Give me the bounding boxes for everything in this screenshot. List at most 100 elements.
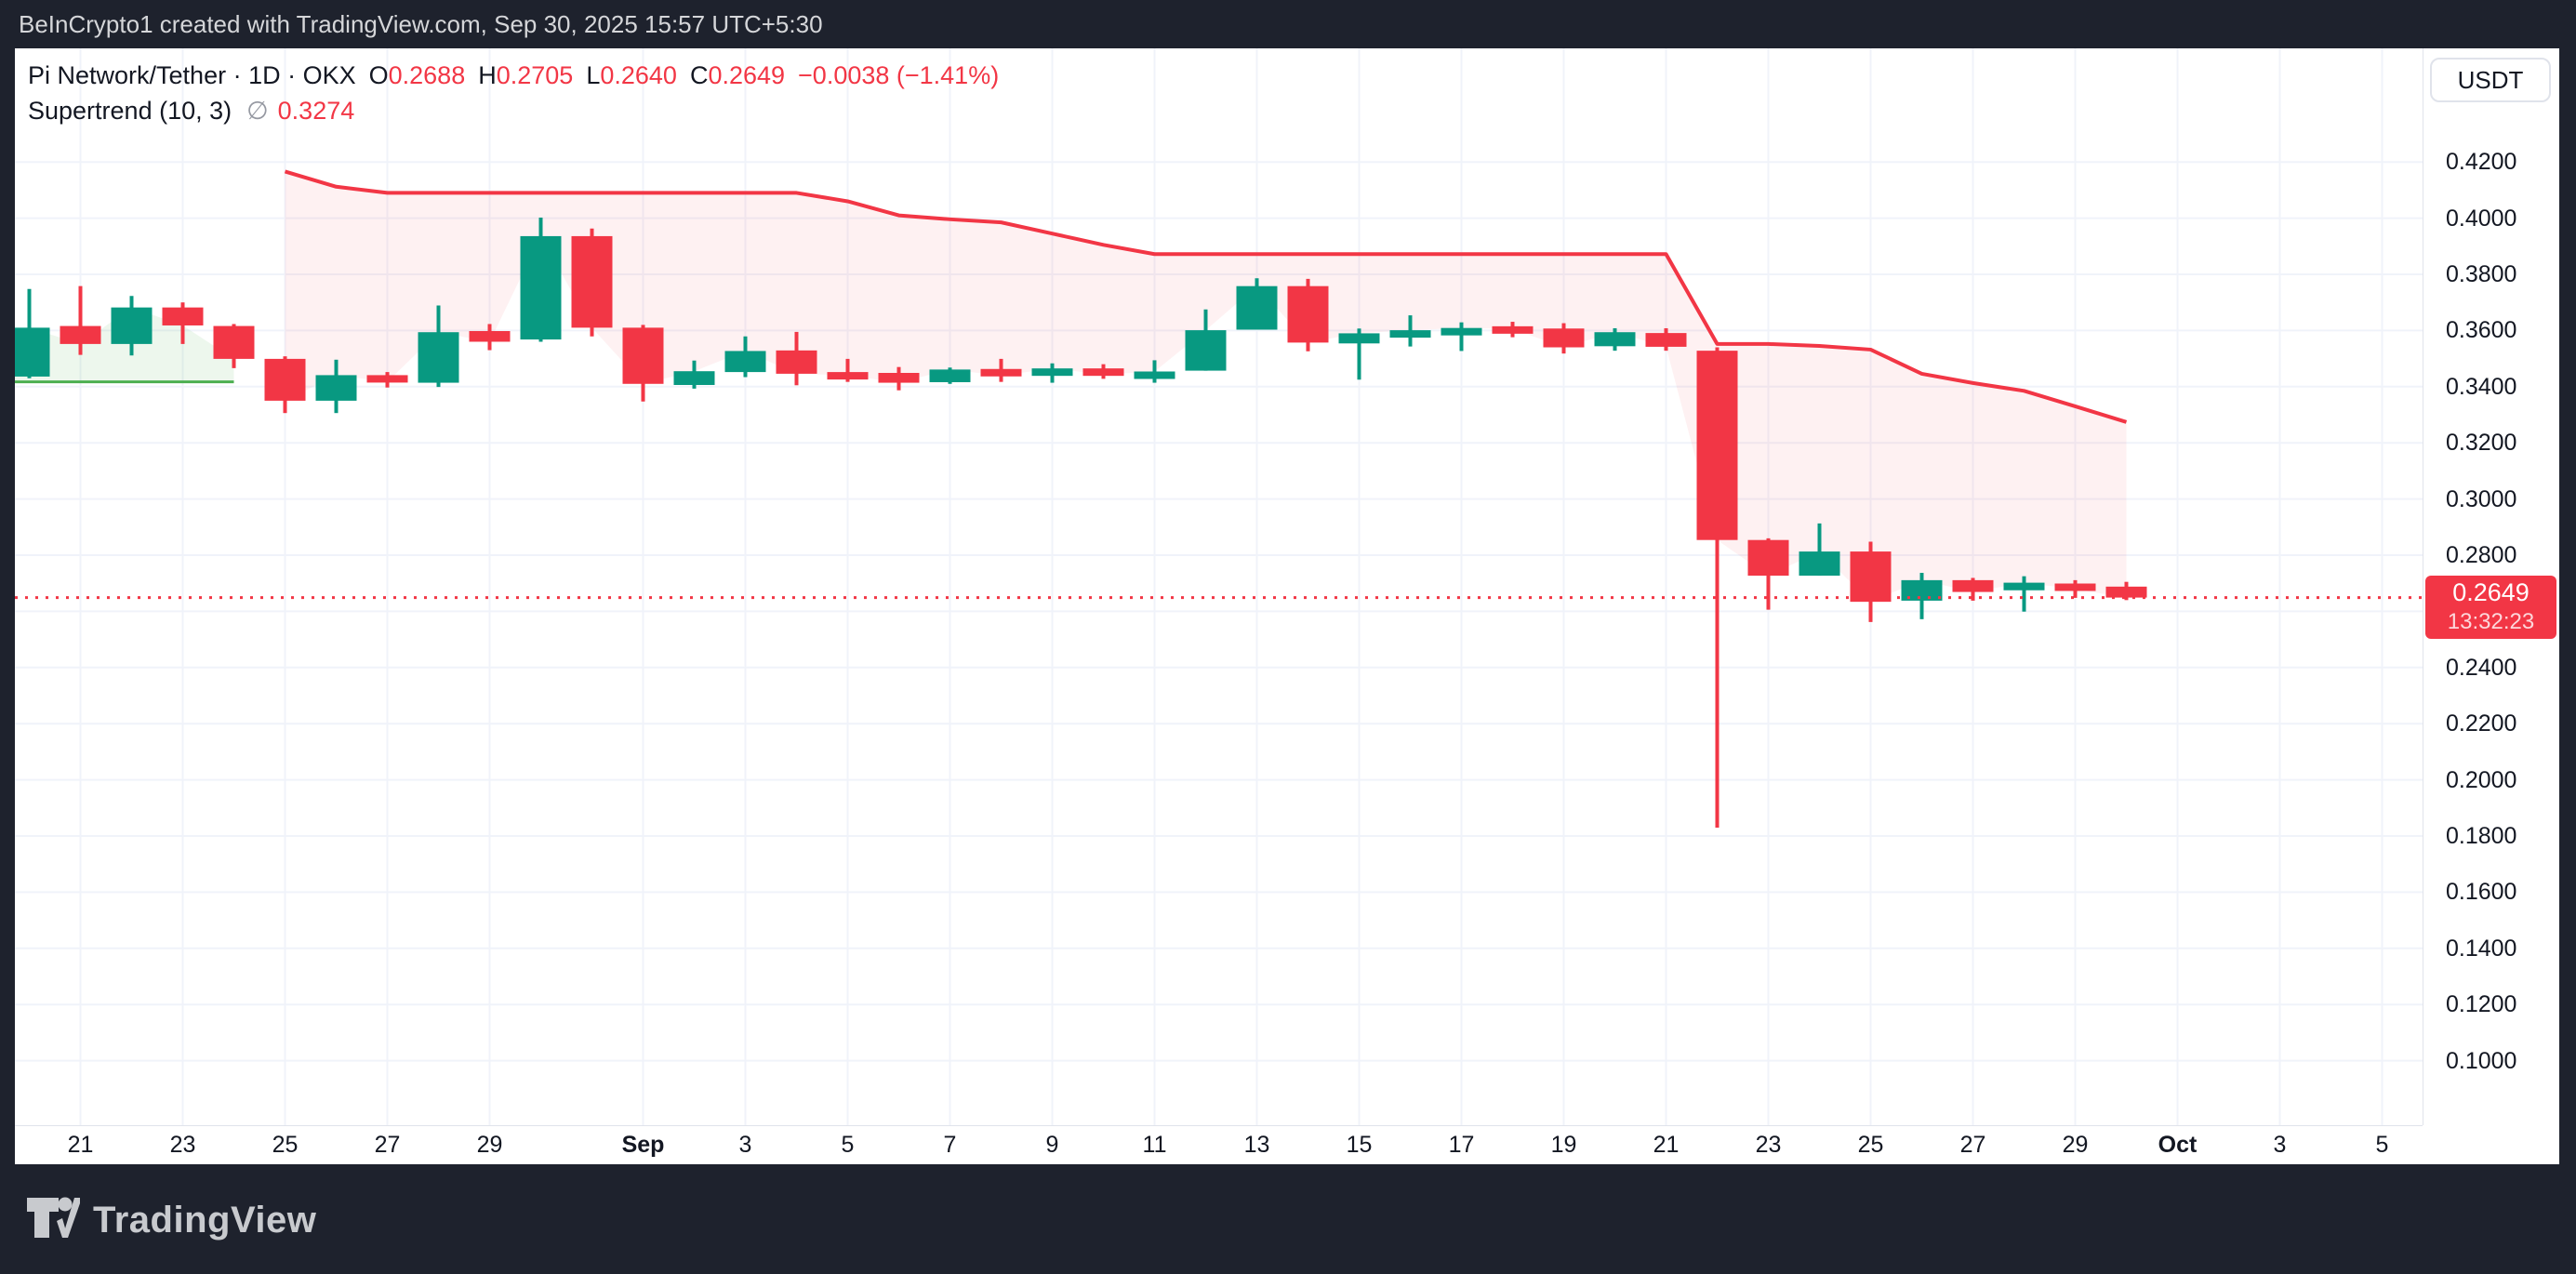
last-price-label: 0.2649 13:32:23 xyxy=(2425,575,2556,639)
candle-body xyxy=(1952,579,1994,592)
candle-body xyxy=(1594,332,1636,347)
price-axis-label: 0.2800 xyxy=(2446,542,2517,568)
candle-body xyxy=(1236,285,1278,330)
ohlc-pair: H0.2705 xyxy=(478,61,574,89)
candle-body xyxy=(1696,351,1738,540)
candle-body xyxy=(980,368,1022,377)
time-axis-label: 3 xyxy=(2273,1132,2287,1158)
candle-body xyxy=(2054,583,2096,591)
candle-body xyxy=(315,375,357,401)
candle-body xyxy=(571,235,613,328)
time-axis[interactable]: 21 23 25 27 29 Sep 3 5 7 9 11 13 15 17 19 21 23 25 27 29 Oct… xyxy=(15,1125,2423,1164)
ohlc-pair: L0.2640 xyxy=(586,61,677,89)
time-axis-label: 21 xyxy=(67,1132,94,1158)
candle-body xyxy=(111,307,153,344)
time-axis-label: 11 xyxy=(1142,1132,1167,1158)
price-axis-label: 0.1400 xyxy=(2446,935,2517,962)
ohlc-values: O0.2688 H0.2705 L0.2640 C0.2649 xyxy=(356,61,785,89)
candle-body xyxy=(827,372,869,380)
candle-body xyxy=(622,327,664,384)
indicator-row[interactable]: Supertrend (10, 3) ∅ 0.3274 xyxy=(28,93,999,128)
tradingview-logo-icon xyxy=(27,1197,80,1238)
candle-body xyxy=(418,332,459,383)
candlestick-plot[interactable] xyxy=(15,48,2423,1125)
candle-body xyxy=(1901,579,1943,601)
candle-body xyxy=(1747,539,1789,577)
price-axis-label: 0.2400 xyxy=(2446,654,2517,681)
candle-body xyxy=(15,327,50,377)
indicator-value: 0.3274 xyxy=(277,97,355,125)
candle-body xyxy=(1492,325,1534,334)
currency-unit-button[interactable]: USDT xyxy=(2430,58,2551,102)
candle-body xyxy=(1338,333,1380,344)
price-axis-label: 0.2200 xyxy=(2446,710,2517,737)
time-axis-label: 5 xyxy=(841,1132,855,1158)
price-axis-label: 0.3000 xyxy=(2446,485,2517,512)
candle-body xyxy=(520,235,562,340)
change-value: −0.0038 (−1.41%) xyxy=(798,61,1000,89)
candle-body xyxy=(1287,285,1329,343)
price-axis-label: 0.3600 xyxy=(2446,317,2517,344)
price-axis-label: 0.1600 xyxy=(2446,879,2517,906)
supertrend-up-fill xyxy=(15,307,234,382)
candle-body xyxy=(2003,582,2045,591)
candle-body xyxy=(1031,368,1073,377)
chart-panel: 0.4200 0.4000 0.3800 0.3600 0.3400 0.3200 0.30… xyxy=(15,48,2559,1164)
footer: TradingView xyxy=(0,1164,2576,1274)
supertrend-down-line xyxy=(284,169,2128,424)
last-price-value: 0.2649 xyxy=(2452,577,2530,606)
price-axis-label: 0.1200 xyxy=(2446,991,2517,1018)
time-axis-label: 3 xyxy=(738,1132,752,1158)
candle-body xyxy=(776,350,817,374)
candle-body xyxy=(724,351,766,373)
candle-body xyxy=(162,307,204,325)
candle-body xyxy=(366,375,408,383)
candle-body xyxy=(2105,586,2147,598)
candle-body xyxy=(213,325,255,359)
tradingview-brand-text[interactable]: TradingView xyxy=(93,1200,317,1241)
candle-body xyxy=(1441,327,1482,336)
candle-body xyxy=(929,369,971,382)
candle-body xyxy=(1082,368,1124,377)
time-axis-label: 27 xyxy=(374,1132,401,1158)
ohlc-pair: C0.2649 xyxy=(689,61,786,89)
candle-body xyxy=(1185,330,1227,371)
symbol-row[interactable]: Pi Network/Tether · 1D · OKX O0.2688 H0.27… xyxy=(28,58,999,93)
symbol-title: Pi Network/Tether · 1D · OKX xyxy=(28,61,356,89)
price-axis-label: 0.2000 xyxy=(2446,766,2517,793)
price-axis-label: 0.4000 xyxy=(2446,205,2517,232)
candle-body xyxy=(1543,328,1585,348)
candle-body xyxy=(1389,330,1431,338)
time-axis-label: 5 xyxy=(2375,1132,2389,1158)
indicator-hidden-source-icon: ∅ xyxy=(246,97,269,125)
time-axis-label: 15 xyxy=(1346,1132,1373,1158)
bar-countdown: 13:32:23 xyxy=(2447,608,2535,634)
price-axis-label: 0.3400 xyxy=(2446,373,2517,400)
price-axis-label: 0.4200 xyxy=(2446,149,2517,176)
candle-body xyxy=(469,331,511,342)
time-axis-label: 7 xyxy=(943,1132,957,1158)
time-axis-label: 29 xyxy=(476,1132,503,1158)
candle-body xyxy=(1850,551,1892,603)
time-axis-label: 23 xyxy=(169,1132,196,1158)
indicator-title: Supertrend (10, 3) xyxy=(28,97,232,125)
candle-body xyxy=(1799,551,1840,577)
time-axis-label: 25 xyxy=(1857,1132,1884,1158)
time-axis-label: 25 xyxy=(272,1132,299,1158)
time-axis-label: 27 xyxy=(1959,1132,1986,1158)
candle-body xyxy=(264,358,306,401)
price-axis-label: 0.3200 xyxy=(2446,430,2517,457)
candle-body xyxy=(673,371,715,385)
time-axis-label: 13 xyxy=(1243,1132,1270,1158)
time-axis-label: 21 xyxy=(1653,1132,1680,1158)
time-axis-label: 17 xyxy=(1448,1132,1475,1158)
time-axis-label: Oct xyxy=(2158,1132,2198,1158)
supertrend-down-fill xyxy=(285,171,2127,603)
attribution-text: BeInCrypto1 created with TradingView.com… xyxy=(19,10,823,38)
time-axis-label: 29 xyxy=(2062,1132,2089,1158)
candle-body xyxy=(1134,371,1175,379)
time-axis-label: Sep xyxy=(621,1132,665,1158)
candle-body xyxy=(878,373,920,383)
price-axis-label: 0.3800 xyxy=(2446,261,2517,287)
time-axis-label: 19 xyxy=(1550,1132,1577,1158)
